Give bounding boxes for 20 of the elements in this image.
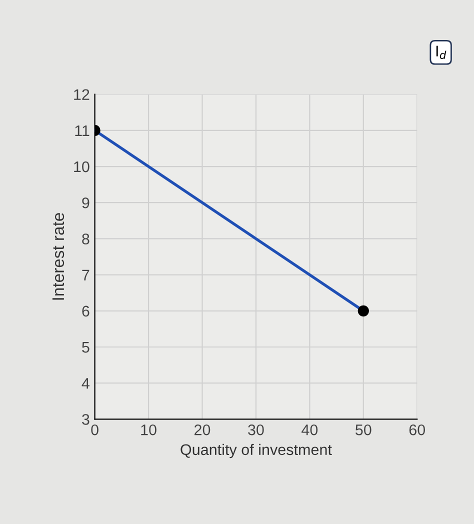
y-tick-label: 9 [82,197,90,208]
x-tick-label: 0 [91,424,98,436]
x-tick-label: 30 [248,424,264,436]
x-tick-label: 40 [302,424,318,436]
x-tick-label: 60 [409,424,426,436]
y-tick-label: 12 [74,89,90,100]
y-tick-label: 4 [82,378,90,389]
y-tick-label: 5 [82,342,90,353]
y-tick-label: 10 [74,161,90,172]
y-tick-label: 7 [82,270,90,280]
y-tick-label: 6 [82,306,90,317]
text: I$_{d}$ [436,46,446,59]
y-tick-label: 8 [82,234,90,244]
y-tick-label: 3 [82,414,90,425]
y-axis-title: Interest rate [52,213,64,300]
x-tick-label: 50 [356,424,372,436]
x-tick-label: 10 [141,424,156,436]
y-tick-label: 11 [75,125,90,136]
x-tick-label: 20 [194,424,210,436]
x-axis-title: Quantity of investment [180,444,332,458]
